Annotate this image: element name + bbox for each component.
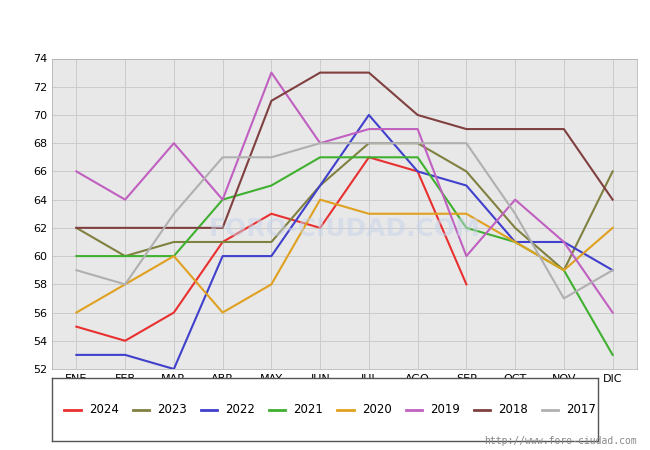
Text: 2017: 2017 [567,403,597,416]
Text: http://www.foro-ciudad.com: http://www.foro-ciudad.com [484,436,637,446]
Text: 2024: 2024 [89,403,119,416]
Text: 2023: 2023 [157,403,187,416]
Text: 2020: 2020 [362,403,391,416]
Text: Afiliados en Casares de las Hurdes a 30/9/2024: Afiliados en Casares de las Hurdes a 30/… [129,11,521,29]
Text: FORO-CIUDAD.COM: FORO-CIUDAD.COM [209,217,480,241]
Text: 2018: 2018 [499,403,528,416]
Text: 2021: 2021 [294,403,324,416]
Text: 2019: 2019 [430,403,460,416]
Text: 2022: 2022 [226,403,255,416]
